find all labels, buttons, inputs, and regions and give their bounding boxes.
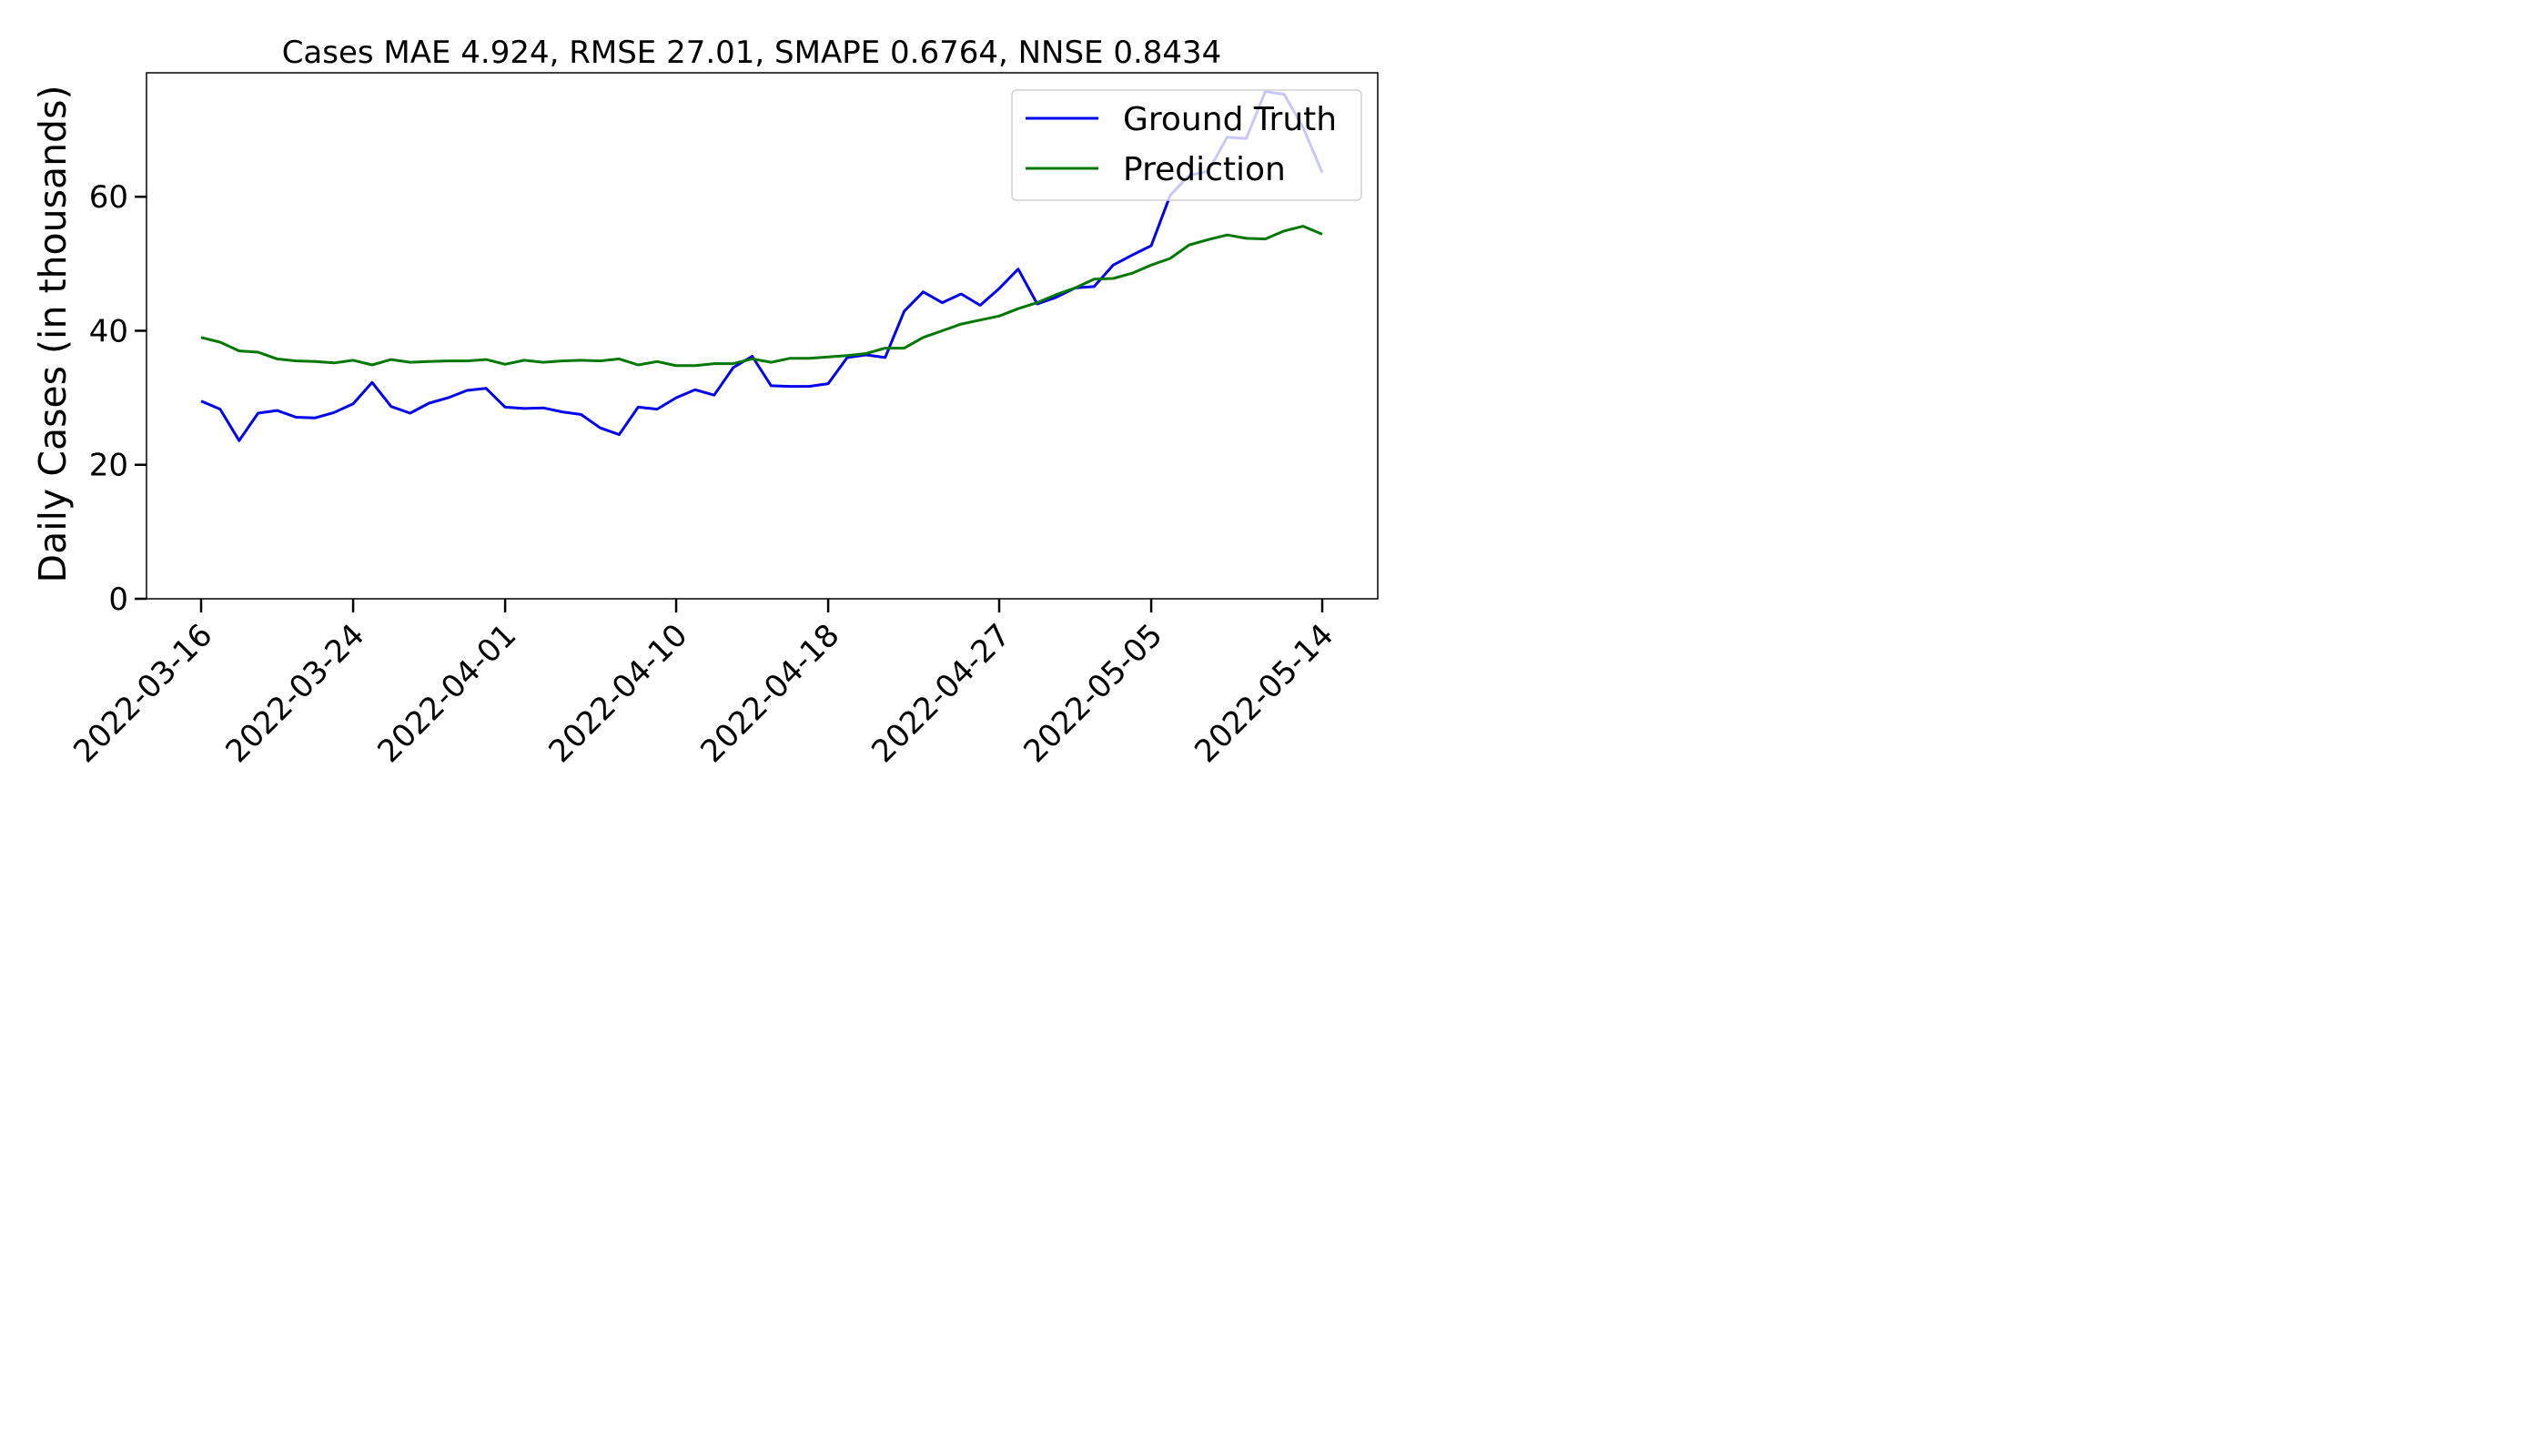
- x-tick-label: 2022-04-01: [370, 617, 523, 770]
- series-line-ground-truth: [200, 90, 1324, 442]
- x-tick-label: 2022-05-14: [1188, 617, 1340, 770]
- series-line-prediction: [200, 225, 1323, 368]
- legend-box: [1011, 89, 1362, 201]
- chart-title: Cases MAE 4.924, RMSE 27.01, SMAPE 0.676…: [282, 35, 1222, 71]
- legend-label-prediction: Prediction: [1123, 151, 1286, 188]
- y-tick-label: 60: [89, 179, 128, 216]
- x-tick-label: 2022-05-05: [1016, 617, 1169, 770]
- legend-label-ground-truth: Ground Truth: [1123, 101, 1337, 138]
- y-tick-label: 0: [108, 581, 128, 618]
- x-tick-label: 2022-03-24: [218, 617, 371, 770]
- y-axis-ticks: 0 20 40 60: [89, 179, 147, 618]
- y-axis-label: Daily Cases (in thousands): [31, 86, 75, 583]
- y-tick-label: 40: [89, 313, 128, 349]
- y-tick-label: 20: [89, 448, 128, 484]
- series-lines: [200, 90, 1324, 442]
- legend: Ground Truth Prediction: [1011, 89, 1362, 201]
- line-chart: Cases MAE 4.924, RMSE 27.01, SMAPE 0.676…: [31, 35, 1379, 770]
- x-tick-label: 2022-03-16: [66, 617, 219, 770]
- x-tick-label: 2022-04-27: [864, 617, 1017, 770]
- x-tick-label: 2022-04-18: [693, 617, 846, 770]
- x-tick-label: 2022-04-10: [541, 617, 694, 770]
- plot-area-frame: [146, 72, 1379, 600]
- x-axis-ticks: 2022-03-16 2022-03-24 2022-04-01 2022-04-10…: [66, 599, 1340, 770]
